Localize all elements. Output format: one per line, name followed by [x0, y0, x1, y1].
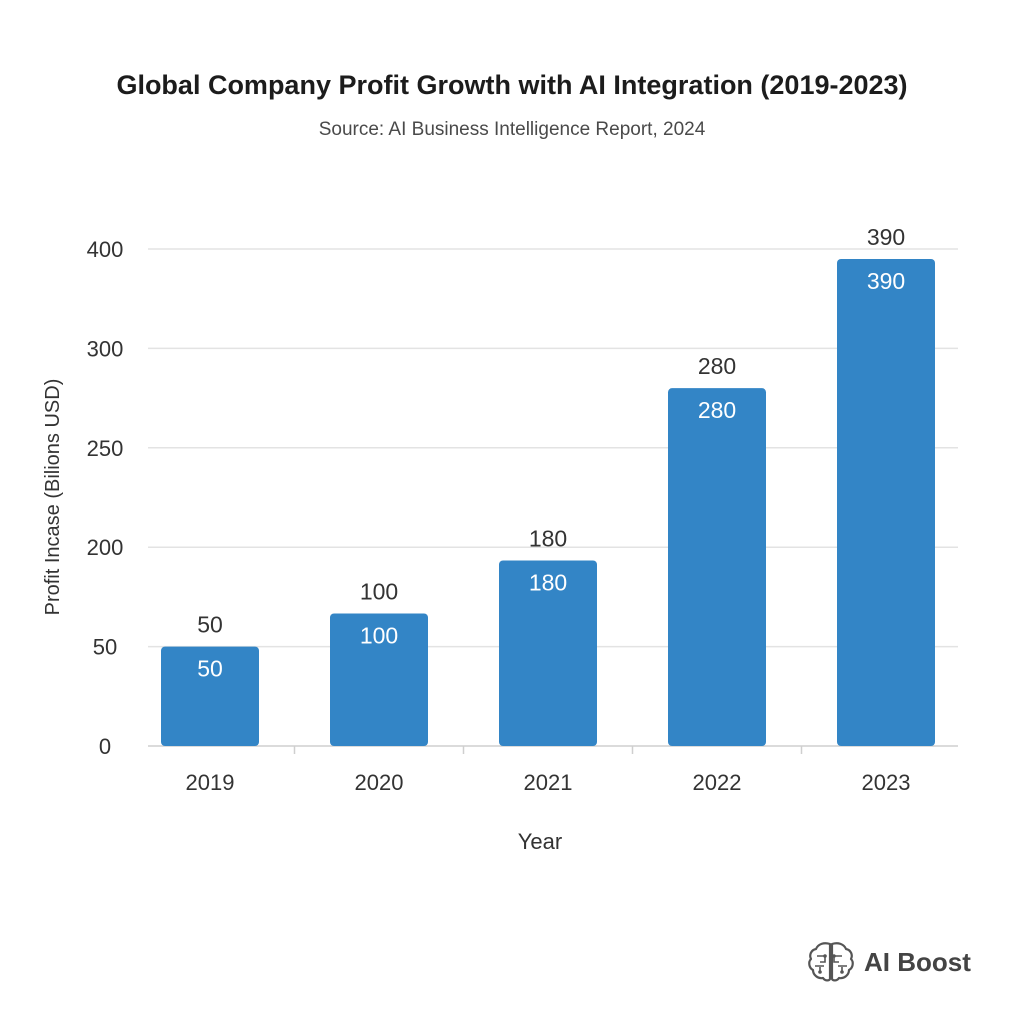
x-tick-label: 2019	[186, 770, 235, 795]
data-label-inside: 100	[360, 622, 398, 648]
x-tick-label: 2020	[355, 770, 404, 795]
bars	[161, 258, 935, 746]
chart-title: Global Company Profit Growth with AI Int…	[116, 70, 908, 100]
y-tick-label: 50	[93, 635, 117, 660]
x-axis-label: Year	[518, 829, 562, 854]
data-label: 180	[529, 525, 567, 551]
bar	[668, 388, 766, 746]
data-label-inside: 280	[698, 397, 736, 423]
x-tick-label: 2023	[862, 770, 911, 795]
bar	[837, 258, 935, 746]
x-axis-ticks: 2019 2020 2021 2022 2023	[186, 746, 911, 795]
data-label: 280	[698, 353, 736, 379]
y-axis-ticks: 0 50 200 250 300 400	[87, 237, 124, 759]
x-tick-label: 2022	[693, 770, 742, 795]
data-label-inside: 180	[529, 569, 567, 595]
data-label-inside: 50	[197, 656, 223, 682]
brand-logo: AI Boost	[806, 940, 971, 984]
data-label: 100	[360, 578, 398, 604]
y-tick-label: 300	[87, 336, 124, 361]
y-tick-label: 0	[99, 734, 111, 759]
y-tick-label: 200	[87, 535, 124, 560]
x-tick-label: 2021	[524, 770, 573, 795]
data-label-inside: 390	[867, 268, 905, 294]
data-labels: 50 50 100 100 180 180 280 280 390 390	[197, 224, 905, 682]
chart-subtitle: Source: AI Business Intelligence Report,…	[318, 119, 706, 140]
data-label: 390	[867, 224, 905, 250]
y-tick-label: 400	[87, 237, 124, 262]
y-tick-label: 250	[87, 436, 124, 461]
bar	[330, 613, 428, 746]
bar	[499, 560, 597, 746]
y-axis-label: Profit Incase (Bilions USD)	[42, 379, 64, 616]
data-label: 50	[197, 612, 223, 638]
brand-name: AI Boost	[864, 946, 971, 977]
bar	[161, 646, 259, 746]
brain-icon	[808, 942, 854, 982]
